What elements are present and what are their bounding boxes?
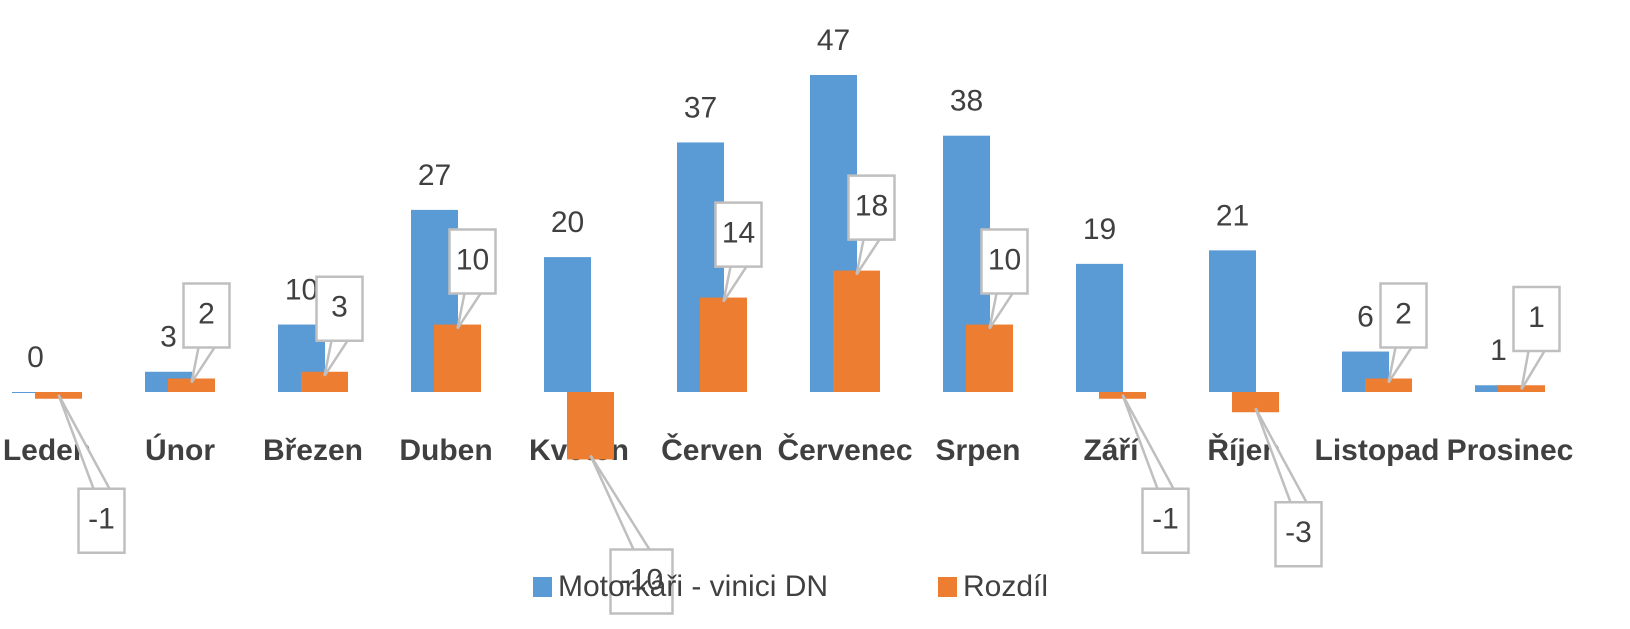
data-label: -3	[1285, 516, 1312, 549]
callout-box	[57, 394, 126, 554]
bar	[301, 371, 348, 392]
x-tick-label: Duben	[399, 434, 492, 467]
x-tick-label: Červen	[661, 433, 763, 467]
bar	[1209, 250, 1256, 392]
callout-box	[448, 228, 497, 330]
data-label: 10	[988, 243, 1021, 276]
data-label: -1	[1152, 503, 1179, 536]
data-label: 2	[198, 297, 215, 330]
data-label: 47	[817, 24, 850, 57]
bar	[434, 324, 481, 392]
legend-swatch	[533, 577, 552, 597]
bar	[168, 378, 215, 392]
bar	[833, 270, 880, 392]
data-label: 18	[855, 190, 888, 223]
bar	[1232, 392, 1279, 413]
data-label: 1	[1528, 301, 1545, 334]
x-tick-label: Září	[1083, 434, 1140, 467]
data-label: 37	[684, 91, 717, 124]
x-tick-label: Srpen	[935, 434, 1020, 467]
data-label: 3	[160, 321, 177, 354]
data-label: -1	[88, 503, 115, 536]
data-label: 27	[418, 159, 451, 192]
bar	[1365, 378, 1412, 392]
x-tick-label: Březen	[263, 434, 363, 467]
callout-box	[182, 282, 231, 384]
callout-box	[589, 454, 674, 615]
x-tick-label: Červenec	[777, 433, 912, 467]
legend-label: Motorkáři - vinici DN	[558, 570, 828, 603]
callout-box	[315, 275, 364, 377]
data-label: 6	[1357, 300, 1374, 333]
callout-box	[1379, 282, 1428, 384]
callout-box	[847, 174, 896, 276]
data-label: 19	[1083, 213, 1116, 246]
legend-label: Rozdíl	[963, 570, 1048, 603]
data-label: 38	[950, 85, 983, 118]
bar	[567, 392, 614, 460]
x-tick-label: Prosinec	[1447, 434, 1574, 467]
bar	[1076, 263, 1123, 392]
data-label: 10	[456, 243, 489, 276]
callout-box	[714, 201, 763, 303]
data-label: 10	[285, 273, 318, 306]
x-tick-label: Listopad	[1315, 434, 1440, 467]
data-label: 20	[551, 206, 584, 239]
callout-box	[1254, 407, 1323, 568]
data-label: 3	[331, 291, 348, 324]
data-label: 21	[1216, 199, 1249, 232]
callout-box	[1121, 394, 1190, 554]
data-label: 2	[1395, 297, 1412, 330]
data-label: 1	[1490, 334, 1507, 367]
callout-box	[1512, 285, 1561, 390]
legend-swatch	[938, 577, 957, 597]
bar	[966, 324, 1013, 392]
bar	[544, 257, 591, 392]
data-label: 0	[27, 341, 44, 374]
data-label: 14	[722, 216, 755, 249]
x-tick-label: Únor	[145, 433, 215, 467]
data-label: -10	[620, 563, 663, 596]
callout-box	[980, 228, 1029, 330]
bar	[700, 297, 747, 392]
